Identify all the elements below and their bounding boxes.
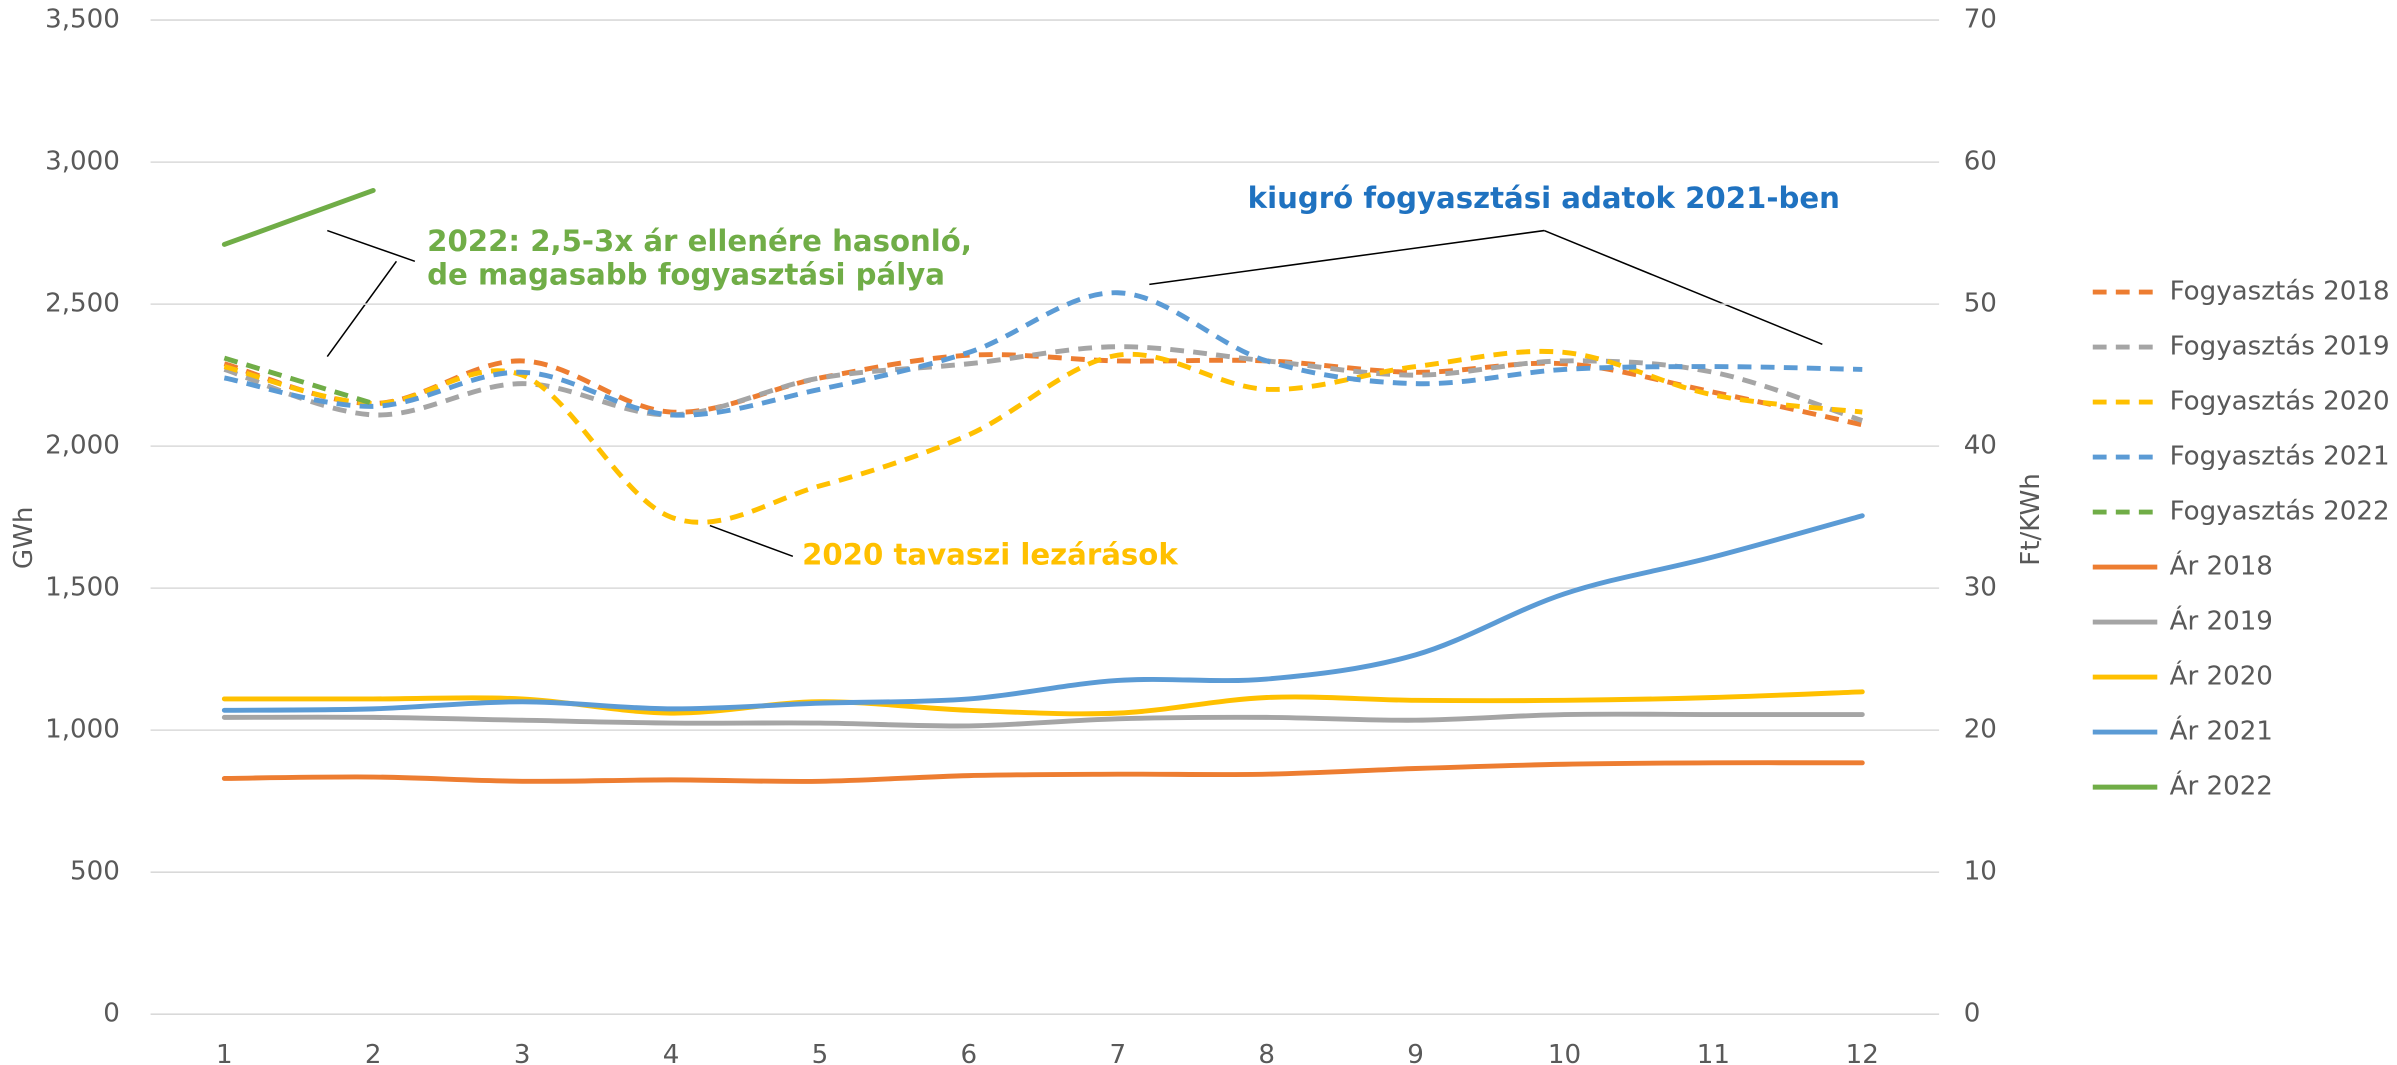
legend-label: Ár 2022 [2170, 770, 2273, 802]
legend-label: Fogyasztás 2021 [2170, 442, 2390, 472]
y2-tick-label: 10 [1964, 857, 1997, 887]
y2-tick-label: 50 [1964, 289, 1997, 319]
legend-label: Ár 2019 [2170, 605, 2273, 637]
y2-tick-label: 40 [1964, 431, 1997, 461]
annotation: 2022: 2,5-3x ár ellenére hasonló, [427, 224, 972, 258]
series-line [223, 355, 374, 406]
x-tick-label: 5 [812, 1040, 829, 1065]
legend-label: Fogyasztás 2018 [2170, 277, 2390, 307]
y2-axis-label: Ft/KWh [2016, 473, 2046, 566]
x-tick-label: 11 [1697, 1040, 1730, 1065]
leader-lines [326, 229, 1823, 558]
y-tick-label: 1,000 [45, 715, 120, 745]
y-tick-label: 1,500 [45, 573, 120, 603]
series-line [223, 348, 1863, 525]
x-tick-label: 9 [1407, 1040, 1424, 1065]
y-tick-label: 500 [70, 857, 120, 887]
legend-label: Ár 2018 [2170, 550, 2273, 582]
y-tick-label: 2,000 [45, 431, 120, 461]
x-tick-label: 8 [1258, 1040, 1275, 1065]
legend-label: Fogyasztás 2020 [2170, 387, 2390, 417]
legend-label: Fogyasztás 2022 [2170, 497, 2390, 527]
y-tick-label: 2,500 [45, 289, 120, 319]
series-line [221, 711, 1865, 729]
leader-line [327, 229, 416, 263]
y2-tick-label: 60 [1964, 147, 1997, 177]
x-tick-label: 4 [663, 1040, 680, 1065]
leader-line [1149, 229, 1545, 286]
y2-tick-label: 0 [1964, 999, 1981, 1029]
series-line [221, 513, 1865, 713]
series-line [221, 188, 376, 247]
y2-tick-label: 20 [1964, 715, 1997, 745]
x-tick-label: 7 [1109, 1040, 1126, 1065]
x-tick-label: 6 [961, 1040, 978, 1065]
y2-tick-label: 30 [1964, 573, 1997, 603]
series-line [221, 689, 1865, 717]
leader-line [709, 524, 794, 558]
x-tick-label: 10 [1548, 1040, 1581, 1065]
annotation: de magasabb fogyasztási pálya [427, 258, 945, 292]
x-tick-label: 1 [216, 1040, 233, 1065]
plot: 0 500 1,000 1,500 2,000 2,500 3,000 3,500 0 10 20 3… [45, 5, 2389, 1065]
y-tick-label: 3,500 [45, 5, 120, 35]
series-line [223, 344, 1864, 423]
annotation: kiugró fogyasztási adatok 2021-ben [1248, 181, 1840, 215]
series-line [223, 290, 1863, 418]
x-tick-label: 12 [1846, 1040, 1879, 1065]
series-line [223, 352, 1863, 428]
y-axis-label: GWh [9, 507, 39, 570]
y2-tick-label: 70 [1964, 5, 1997, 35]
y-tick-label: 3,000 [45, 147, 120, 177]
annotation: 2020 tavaszi lezárások [802, 537, 1178, 571]
legend-label: Ár 2020 [2170, 660, 2273, 692]
leader-line [1543, 229, 1823, 345]
legend-label: Ár 2021 [2170, 715, 2273, 747]
series-line [221, 760, 1865, 784]
x-tick-label: 3 [514, 1040, 531, 1065]
y-tick-label: 0 [103, 999, 120, 1029]
leader-line [326, 260, 398, 358]
x-tick-label: 2 [365, 1040, 382, 1065]
legend-label: Fogyasztás 2019 [2170, 332, 2390, 362]
